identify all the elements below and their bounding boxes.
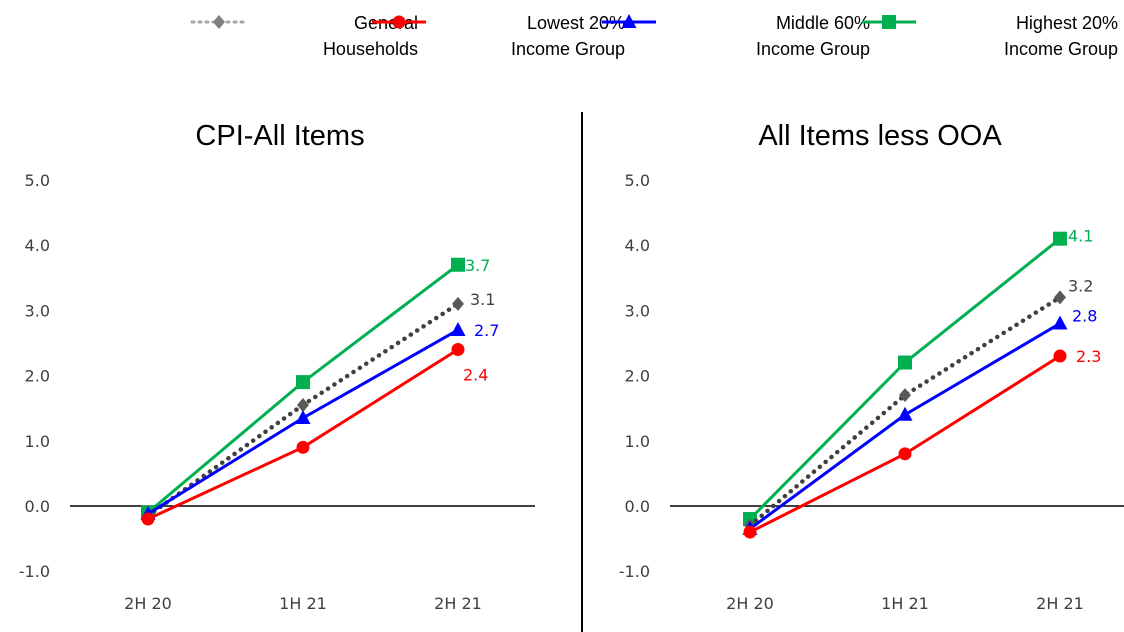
data-point-circle bbox=[296, 440, 310, 454]
legend-swatch bbox=[862, 15, 916, 29]
legend-marker-square bbox=[882, 15, 896, 29]
x-tick-label: 1H 21 bbox=[881, 594, 929, 613]
y-tick-label: 3.0 bbox=[625, 301, 650, 320]
panel-title: All Items less OOA bbox=[758, 120, 1002, 152]
data-point-diamond bbox=[899, 388, 911, 403]
data-label: 3.2 bbox=[1068, 276, 1093, 295]
data-point-circle bbox=[451, 343, 465, 357]
data-label: 3.1 bbox=[470, 290, 495, 309]
series-highest-20-income-group: 3.7 bbox=[141, 256, 490, 520]
x-tick-label: 2H 20 bbox=[726, 594, 774, 613]
series-lowest-20-income-group: 2.4 bbox=[141, 343, 488, 526]
legend-swatch bbox=[372, 15, 426, 29]
panel-cpi-all-items: CPI-All Items -1.0 0.0 1.0 2.0 3.0 4.0 5.0 2H 20… bbox=[19, 120, 535, 613]
series-middle-60-income-group: 2.7 bbox=[140, 321, 499, 520]
data-label: 2.7 bbox=[474, 321, 499, 340]
data-point-square bbox=[1053, 231, 1067, 246]
series-line bbox=[749, 322, 1061, 531]
data-point-triangle bbox=[450, 321, 466, 336]
data-point-circle bbox=[141, 512, 155, 526]
data-point-circle bbox=[898, 447, 912, 461]
data-point-triangle bbox=[295, 409, 311, 424]
y-tick-label: 0.0 bbox=[25, 497, 50, 516]
y-tick-label: -1.0 bbox=[619, 562, 650, 581]
data-point-square bbox=[451, 257, 465, 272]
y-tick-label: 3.0 bbox=[25, 301, 50, 320]
data-point-circle bbox=[1053, 349, 1067, 363]
data-point-triangle bbox=[1052, 315, 1068, 330]
legend-item-middle-60-income-group: Middle 60% Income Group bbox=[600, 10, 870, 62]
data-point-diamond bbox=[452, 296, 464, 311]
legend-label: Highest 20% Income Group bbox=[1003, 13, 1118, 59]
panel-all-items-less-ooa: All Items less OOA -1.0 0.0 1.0 2.0 3.0 4.0 5.0… bbox=[619, 120, 1124, 613]
legend-swatch bbox=[190, 15, 246, 29]
data-label: 4.1 bbox=[1068, 227, 1093, 246]
series-general-households: 3.1 bbox=[142, 290, 495, 523]
panel-title: CPI-All Items bbox=[195, 120, 364, 152]
series-highest-20-income-group: 4.1 bbox=[743, 227, 1093, 527]
series-lowest-20-income-group: 2.3 bbox=[743, 347, 1101, 539]
data-label: 2.8 bbox=[1072, 306, 1097, 325]
legend-item-highest-20-income-group: Highest 20% Income Group bbox=[860, 10, 1118, 62]
legend-swatch bbox=[602, 14, 656, 28]
data-point-square bbox=[898, 355, 912, 370]
x-tick-label: 2H 21 bbox=[434, 594, 482, 613]
panel-divider bbox=[581, 112, 583, 632]
legend-marker-diamond bbox=[213, 15, 225, 29]
y-tick-label: -1.0 bbox=[19, 562, 50, 581]
data-label: 2.3 bbox=[1076, 347, 1101, 366]
y-tick-label: 5.0 bbox=[625, 171, 650, 190]
y-tick-label: 0.0 bbox=[625, 497, 650, 516]
legend-marker-circle bbox=[392, 15, 406, 29]
y-tick-label: 1.0 bbox=[625, 432, 650, 451]
data-label: 3.7 bbox=[465, 256, 490, 275]
y-tick-label: 2.0 bbox=[625, 367, 650, 386]
data-point-diamond bbox=[1054, 290, 1066, 305]
y-tick-label: 5.0 bbox=[25, 171, 50, 190]
y-tick-label: 4.0 bbox=[25, 236, 50, 255]
x-tick-label: 2H 21 bbox=[1036, 594, 1084, 613]
data-point-circle bbox=[743, 525, 757, 539]
x-tick-label: 1H 21 bbox=[279, 594, 327, 613]
legend-label: Middle 60% Income Group bbox=[755, 13, 870, 59]
series-line bbox=[747, 295, 1063, 528]
legend-marker-triangle bbox=[621, 14, 637, 28]
data-point-square bbox=[296, 375, 310, 390]
data-point-diamond bbox=[297, 397, 309, 412]
y-tick-label: 4.0 bbox=[625, 236, 650, 255]
series-line bbox=[147, 348, 459, 521]
y-tick-label: 1.0 bbox=[25, 432, 50, 451]
data-point-triangle bbox=[897, 406, 913, 421]
series-line bbox=[748, 237, 1061, 521]
x-tick-label: 2H 20 bbox=[124, 594, 172, 613]
y-tick-label: 2.0 bbox=[25, 367, 50, 386]
series-middle-60-income-group: 2.8 bbox=[742, 306, 1097, 535]
data-label: 2.4 bbox=[463, 366, 488, 385]
